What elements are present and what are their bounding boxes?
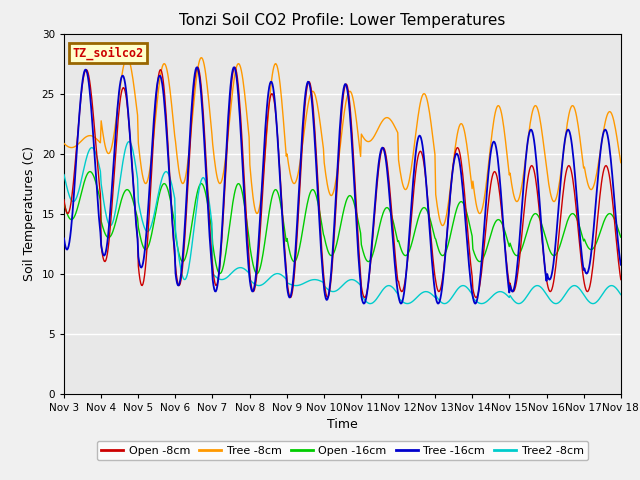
Tree2 -8cm [185, 265, 193, 271]
Tree -8cm [197, 55, 205, 60]
Tree2 -8cm [428, 291, 435, 297]
Open -16cm [86, 169, 94, 175]
Tree2 -8cm [589, 300, 596, 306]
Tree -16cm [193, 64, 201, 70]
Open -8cm [214, 277, 222, 283]
Line: Open -16cm: Open -16cm [64, 172, 621, 274]
Open -16cm [428, 223, 436, 228]
Tree -16cm [127, 154, 135, 160]
Tree -16cm [617, 262, 625, 267]
Tree -16cm [70, 189, 78, 195]
Tree2 -8cm [617, 292, 625, 298]
Legend: Open -8cm, Tree -8cm, Open -16cm, Tree -16cm, Tree2 -8cm: Open -8cm, Tree -8cm, Open -16cm, Tree -… [97, 441, 588, 460]
Tree2 -8cm [411, 297, 419, 302]
Tree -8cm [428, 120, 435, 126]
Open -16cm [70, 215, 78, 220]
Tree -16cm [214, 277, 222, 283]
Open -8cm [70, 173, 78, 179]
Open -8cm [617, 276, 625, 282]
Line: Tree2 -8cm: Tree2 -8cm [64, 142, 621, 303]
Open -16cm [214, 269, 222, 275]
Tree -8cm [214, 178, 222, 184]
Open -8cm [194, 64, 202, 70]
Tree2 -8cm [214, 276, 222, 281]
Open -16cm [617, 234, 625, 240]
Open -8cm [411, 177, 419, 183]
Open -8cm [472, 295, 480, 300]
Tree -8cm [60, 141, 68, 146]
Tree -8cm [70, 144, 78, 150]
X-axis label: Time: Time [327, 418, 358, 431]
Open -8cm [127, 153, 135, 158]
Tree2 -8cm [70, 199, 78, 204]
Open -16cm [128, 195, 136, 201]
Open -8cm [60, 197, 68, 203]
Open -8cm [184, 182, 192, 188]
Open -8cm [428, 235, 435, 241]
Tree -16cm [411, 159, 419, 165]
Text: TZ_soilco2: TZ_soilco2 [72, 46, 143, 60]
Y-axis label: Soil Temperatures (C): Soil Temperatures (C) [23, 146, 36, 281]
Line: Tree -16cm: Tree -16cm [64, 67, 621, 303]
Open -16cm [60, 200, 68, 206]
Tree -16cm [472, 300, 479, 306]
Tree -16cm [184, 168, 192, 174]
Title: Tonzi Soil CO2 Profile: Lower Temperatures: Tonzi Soil CO2 Profile: Lower Temperatur… [179, 13, 506, 28]
Tree2 -8cm [125, 139, 133, 144]
Tree -8cm [184, 158, 192, 164]
Tree -16cm [428, 247, 435, 253]
Open -16cm [185, 241, 193, 247]
Tree -8cm [617, 160, 625, 166]
Tree -8cm [127, 67, 135, 72]
Tree -8cm [439, 223, 447, 228]
Line: Open -8cm: Open -8cm [64, 67, 621, 298]
Open -16cm [253, 271, 260, 276]
Tree -16cm [60, 236, 68, 241]
Line: Tree -8cm: Tree -8cm [64, 58, 621, 226]
Tree2 -8cm [60, 172, 68, 178]
Tree -8cm [411, 139, 419, 144]
Open -16cm [412, 226, 419, 231]
Tree2 -8cm [128, 144, 136, 150]
